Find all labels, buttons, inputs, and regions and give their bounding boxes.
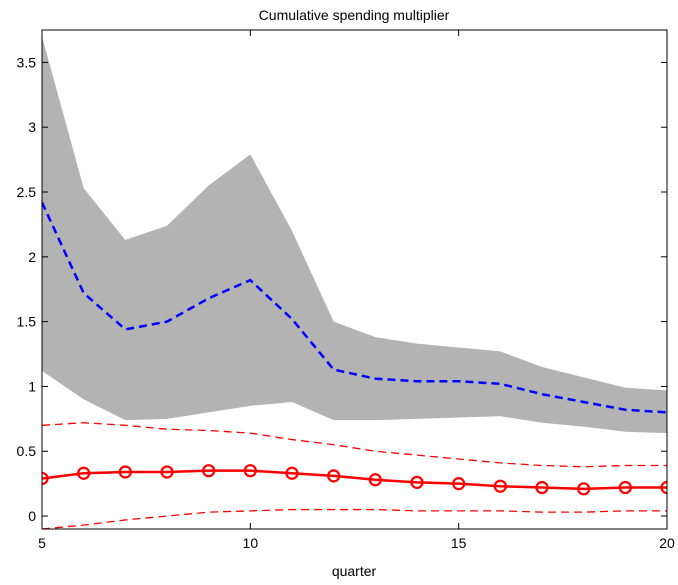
x-tick-label: 5 bbox=[38, 535, 46, 551]
point-marker bbox=[77, 466, 91, 480]
point-marker bbox=[368, 473, 382, 487]
y-tick-label: 2 bbox=[28, 249, 36, 265]
point-marker bbox=[327, 469, 341, 483]
y-tick-label: 3.5 bbox=[17, 54, 37, 70]
y-tick-label: 2.5 bbox=[17, 184, 37, 200]
point-marker bbox=[452, 477, 466, 491]
point-marker bbox=[535, 480, 549, 495]
series-line bbox=[42, 469, 667, 491]
y-tick-label: 0 bbox=[28, 508, 36, 524]
chart-title: Cumulative spending multiplier bbox=[259, 7, 450, 23]
point-marker bbox=[577, 482, 591, 496]
point-marker bbox=[42, 471, 49, 486]
y-tick-label: 0.5 bbox=[17, 443, 37, 459]
confidence-band bbox=[42, 36, 667, 434]
x-tick-label: 20 bbox=[659, 535, 675, 551]
point-marker bbox=[160, 465, 174, 479]
point-marker bbox=[493, 479, 507, 493]
point-marker bbox=[285, 466, 299, 480]
axes-box bbox=[41, 29, 668, 530]
series-line bbox=[42, 201, 667, 414]
x-tick-label: 15 bbox=[451, 535, 467, 551]
series-line bbox=[42, 422, 667, 468]
point-marker bbox=[660, 480, 667, 495]
series-line bbox=[42, 508, 667, 529]
x-axis-label: quarter bbox=[332, 563, 377, 579]
axes: 0 0.5 1 1.5 2 2.5 3 3.5 5 10 15 20 bbox=[17, 29, 675, 551]
point-marker bbox=[618, 480, 632, 495]
y-tick-label: 3 bbox=[28, 119, 36, 135]
point-marker bbox=[118, 465, 132, 479]
point-marker bbox=[410, 475, 424, 489]
y-tick-label: 1.5 bbox=[17, 314, 37, 330]
y-tick-label: 1 bbox=[28, 378, 36, 394]
x-tick-label: 10 bbox=[243, 535, 259, 551]
point-marker bbox=[202, 464, 216, 478]
point-marker bbox=[243, 464, 257, 478]
plot-area bbox=[42, 36, 667, 529]
